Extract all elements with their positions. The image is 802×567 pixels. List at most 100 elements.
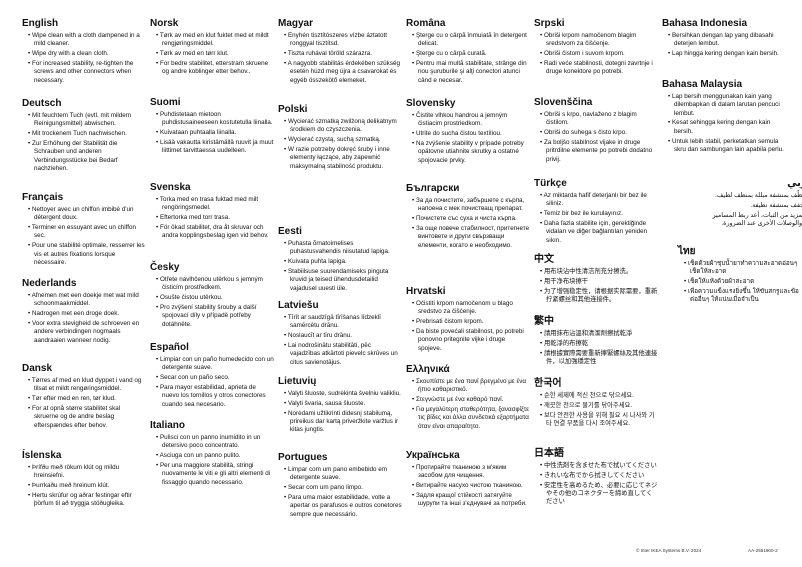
instruction-item: Secar com um pano limpo. (282, 484, 402, 492)
section-heading: Íslenska (22, 450, 62, 461)
section-arabi: عربي نظّف بمنشفة مبللة بمنظف لطيف. جفف بمن… (690, 178, 802, 246)
instruction-item: Para uma maior estabilidade, volte a ape… (282, 494, 402, 519)
instruction-item: Wycierać szmatką zwilżoną delikatnym śro… (282, 118, 402, 135)
instruction-item: Radi veće stabilnosti, dotegni zavrtnje … (538, 60, 658, 77)
instruction-list: Tørk av med en klut fuktet med et mildt … (150, 32, 274, 77)
section-francais: Français Nettoyer avec un chiffon imbibé … (22, 192, 146, 278)
instruction-list: Tørres af med en klud dyppet i vand og t… (22, 377, 146, 430)
instruction-item: 安定性を高めるため、必要に応じてネジやその他のコネクターを締め直してください (538, 482, 658, 507)
section-italiano: Italiano Pulisci con un panno inumidito i… (150, 420, 274, 493)
instruction-list: Þrífðu með rökum klút og mildu hreinsief… (22, 464, 146, 509)
instruction-list: Mit feuchtem Tuch (evtl. mit mildem Rein… (22, 112, 146, 173)
instruction-item: Valyti švaria, sausa šluoste. (282, 400, 402, 408)
section-romana: Româna Şterge cu o cârpă înmuiată în dete… (406, 18, 530, 98)
section-heading: Ελληνικά (406, 364, 450, 375)
instruction-item: Þurrkaðu með hreinum klút. (26, 482, 146, 490)
section-turkce: Türkçe Az miktarda hafif deterjanlı bir b… (534, 178, 658, 254)
instruction-list: За да почистите, забършете с кърпа, напо… (406, 197, 530, 250)
instruction-item: Daha fazla stabilite için, gerektiğinde … (538, 220, 658, 245)
section-bahasa-malaysia: Bahasa Malaysia Lap bersih menggunakan ka… (662, 79, 786, 178)
instruction-item: Osušte čistou utěrkou. (154, 294, 274, 302)
instruction-list: Afnemen met een doekje met wat mild scho… (22, 292, 146, 345)
instruction-item: W razie potrzeby dokręć śruby i inne ele… (282, 146, 402, 171)
section-bahasa-indonesia: Bahasa Indonesia Bersihkan dengan lap yan… (662, 18, 786, 79)
instruction-item: Torka med en trasa fuktad med milt rengö… (154, 196, 274, 213)
section-slovenscina: Slovenščina Obriši s krpo, navlaženo z bl… (534, 97, 658, 178)
section-heading: Nederlands (22, 278, 77, 289)
section-ellinika: Ελληνικά Σκουπίστε με ένα πανί βρεγμένο μ… (406, 364, 530, 450)
instruction-list: Σκουπίστε με ένα πανί βρεγμένο με ένα ήπ… (406, 378, 530, 431)
section-english: English Wipe clean with a cloth dampened … (22, 18, 146, 98)
column-5: Srpski Obriši krpom namočenom blagim sred… (534, 18, 658, 512)
instruction-list: Enyhén tisztítószeres vízbe áztatott ron… (278, 32, 402, 85)
instruction-item: Limpar com um pano embebido em detergent… (282, 466, 402, 483)
section-latviesu: Latviešu Tīrīt ar saudzīgā tīrīšanas līdz… (278, 300, 402, 376)
section-heading: Lietuvių (278, 376, 317, 387)
instruction-item: Limpiar con un paño humedecido con un de… (154, 356, 274, 373)
instruction-item: Wipe dry with a clean cloth. (26, 50, 146, 58)
instruction-item: Pro zvýšení stability šrouby a další spo… (154, 304, 274, 329)
section-hangugeo: 한국어순한 세제에 적신 천으로 닦으세요. 깨끗한 천으로 물기를 닦아주세요.… (534, 378, 658, 448)
instruction-item: 請根據實際需要重新擰緊螺絲及其他連接件，以加強穩定性 (538, 350, 658, 367)
instruction-item: Wipe clean with a cloth dampened in a mi… (26, 32, 146, 49)
instruction-list: Limpar com um pano embebido em detergent… (278, 466, 402, 519)
instruction-item: Afnemen met een doekje met wat mild scho… (26, 292, 146, 309)
instruction-item: 为了增强稳定性，请根据实际需要，重新拧紧螺丝和其他连接件。 (538, 288, 658, 305)
instruction-item: Pulisci con un panno inumidito in un det… (154, 434, 274, 451)
instruction-item: Tiszta ruhával töröld szárazra. (282, 50, 402, 58)
instruction-item: Tīrīt ar saudzīgā tīrīšanas līdzeklī sam… (282, 314, 402, 331)
instruction-list: Wipe clean with a cloth dampened in a mi… (22, 32, 146, 85)
column-4: Româna Şterge cu o cârpă înmuiată în dete… (406, 18, 530, 514)
instruction-list: Puhasta õrnatoimelises puhastusvahendis … (278, 240, 402, 293)
section-heading: Srpski (534, 18, 565, 29)
instruction-list: Čistite vlhkou handrou a jemným čistiaci… (406, 112, 530, 165)
section-norsk: Norsk Tørk av med en klut fuktet med et m… (150, 18, 274, 97)
instruction-item: Задля кращої стійкості затягуйте шурупи … (410, 492, 530, 509)
section-nederlands: Nederlands Afnemen met een doekje met wat… (22, 278, 146, 363)
section-heading: Bahasa Malaysia (662, 79, 743, 90)
section-heading: Norsk (150, 18, 179, 29)
instruction-item: Lai nodrošinātu stabilitāti, pēc vajadzī… (282, 342, 402, 367)
instruction-item: Secar con un paño seco. (154, 374, 274, 382)
instruction-item: เช็ดให้แห้งด้วยผ้าสะอาด (682, 278, 802, 286)
instruction-item: A nagyobb stabilitás érdekében szükség e… (282, 60, 402, 85)
instruction-list: 순한 세제에 적신 천으로 닦으세요. 깨끗한 천으로 물기를 닦아주세요. 보다 … (534, 392, 658, 428)
section-heading: Italiano (150, 420, 186, 431)
section-heading: 繁中 (534, 316, 554, 327)
instruction-item: Para mayor estabilidad, aprieta de nuevo… (154, 384, 274, 409)
section-thai: ไทยเช็ดด้วยผ้าชุบน้ำยาทำความสะอาดอ่อนๆ เ… (678, 246, 802, 310)
instruction-item: Stabiilsuse suurendamiseks pinguta kruvi… (282, 268, 402, 293)
instruction-item: Na zvýšenie stability v prípade potreby … (410, 140, 530, 165)
section-heading: Español (150, 342, 189, 353)
instruction-item: Asciuga con un panno pulito. (154, 452, 274, 460)
instruction-item: Obriši s krpo, navlaženo z blagim čistil… (538, 111, 658, 128)
section-bulgarski: Български За да почистите, забършете с къ… (406, 183, 530, 286)
section-heading: 日本語 (534, 448, 564, 459)
instruction-item: Eftertorka med torr trasa. (154, 214, 274, 222)
section-deutsch: Deutsch Mit feuchtem Tuch (evtl. mit mild… (22, 98, 146, 192)
instruction-list: Očistiti krpom namočenom u blago sredstv… (406, 300, 530, 353)
section-suomi: Suomi Puhdistetaan mietoon puhdistusainee… (150, 97, 274, 182)
section-magyar: Magyar Enyhén tisztítószeres vízbe áztato… (278, 18, 402, 104)
document-id: AA-2551900-2 (748, 548, 778, 553)
instruction-list: Valyti šluoste, sudrėkinta švelniu valik… (278, 390, 402, 435)
instruction-item: Obriši čistom i suvom krpom. (538, 50, 658, 58)
section-heading: Latviešu (278, 300, 319, 311)
instruction-item: Pour une stabilité optimale, resserrer l… (26, 242, 146, 267)
instruction-item: Noslaucīt ar tīru drānu. (282, 332, 402, 340)
section-zhongwen: 中文用布块沾中性清洁剂充分擦洗。用干净布块擦干为了增强稳定性，请根据实际需要，重… (534, 254, 658, 316)
instruction-item: きれいな布でから拭きしてください (538, 472, 658, 480)
section-svenska: Svenska Torka med en trasa fuktad med mil… (150, 182, 274, 262)
instruction-item: Lisää vakautta kiristämällä ruuvit ja mu… (154, 139, 274, 156)
instruction-item: Tør efter med en ren, tør klud. (26, 395, 146, 403)
instruction-item: Zur Erhöhung der Stabilität die Schraube… (26, 140, 146, 173)
instruction-item: Þrífðu með rökum klút og mildu hreinsief… (26, 464, 146, 481)
column-1: English Wipe clean with a cloth dampened … (22, 18, 146, 514)
instruction-item: Obriši do suhega s čisto krpo. (538, 129, 658, 137)
instruction-list: Pulisci con un panno inumidito in un det… (150, 434, 274, 487)
instruction-item: 中性洗剤を含ませた布で拭いてください (538, 462, 658, 470)
instruction-list: Obriši s krpo, navlaženo z blagim čistil… (534, 111, 658, 164)
instruction-item: Obriši krpom namočenom blagim sredstvom … (538, 32, 658, 49)
section-cesky: Česky Otřete navlhčenou utěrkou s jemným … (150, 262, 274, 342)
section-ukrainska: Українська Протирайте тканиною з м'яким з… (406, 450, 530, 514)
